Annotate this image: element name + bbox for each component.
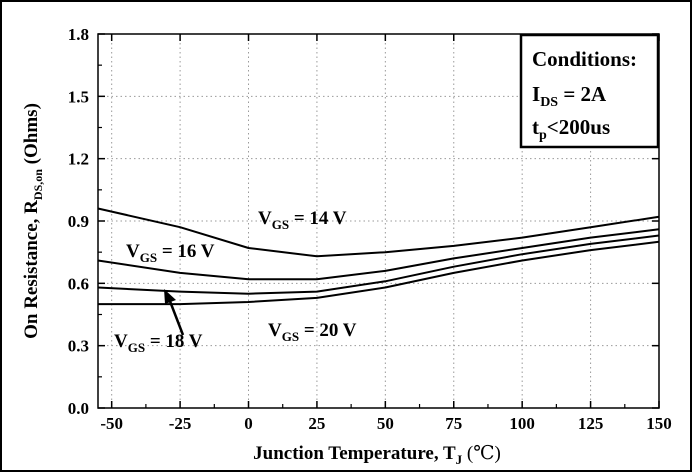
- tick-labels: -50 -25 0 25 50 75 100 125 150 0.0 0.3 0.6 0.9 1.2 1.5…: [68, 25, 672, 433]
- y-tick-label: 1.5: [68, 87, 89, 106]
- annotation-vgs-20: VGS = 20 V: [268, 320, 357, 344]
- annotation-arrow-18v: [166, 295, 185, 336]
- x-tick-label: -25: [169, 414, 192, 433]
- y-axis-title: On Resistance, RDS,on (Ohms): [21, 103, 45, 339]
- x-tick-label: 0: [244, 414, 253, 433]
- x-tick-label: 50: [377, 414, 394, 433]
- y-tick-label: 0.9: [68, 212, 89, 231]
- conditions-box: [519, 33, 660, 149]
- x-tick-label: 25: [308, 414, 325, 433]
- x-tick-label: 100: [509, 414, 535, 433]
- axis-ticks: [98, 33, 660, 409]
- conditions-title: Conditions:: [532, 47, 637, 71]
- x-tick-label: 75: [445, 414, 462, 433]
- x-tick-label: -50: [100, 414, 123, 433]
- series-lines: [97, 207, 660, 306]
- series-line-1: [97, 207, 660, 258]
- y-tick-label: 0.3: [68, 337, 89, 356]
- annotation-vgs-18: VGS = 18 V: [114, 331, 203, 355]
- y-tick-label: 0.6: [68, 274, 89, 293]
- y-tick-label: 0.0: [68, 399, 89, 418]
- annotation-vgs-14: VGS = 14 V: [258, 208, 347, 232]
- series-line-2: [97, 228, 660, 281]
- series-line-3: [97, 234, 660, 295]
- conditions-tp: tp<200us: [532, 115, 610, 143]
- annotation-vgs-16: VGS = 16 V: [126, 241, 215, 265]
- y-tick-label: 1.2: [68, 150, 89, 169]
- x-axis-title: Junction Temperature, TJ (℃): [253, 443, 501, 467]
- y-tick-label: 1.8: [68, 25, 89, 44]
- conditions-ids: IDS = 2A: [532, 82, 607, 110]
- x-tick-label: 150: [646, 414, 672, 433]
- x-tick-label: 125: [578, 414, 604, 433]
- annotation-arrowhead-18v: [164, 289, 176, 304]
- series-line-4: [98, 240, 660, 306]
